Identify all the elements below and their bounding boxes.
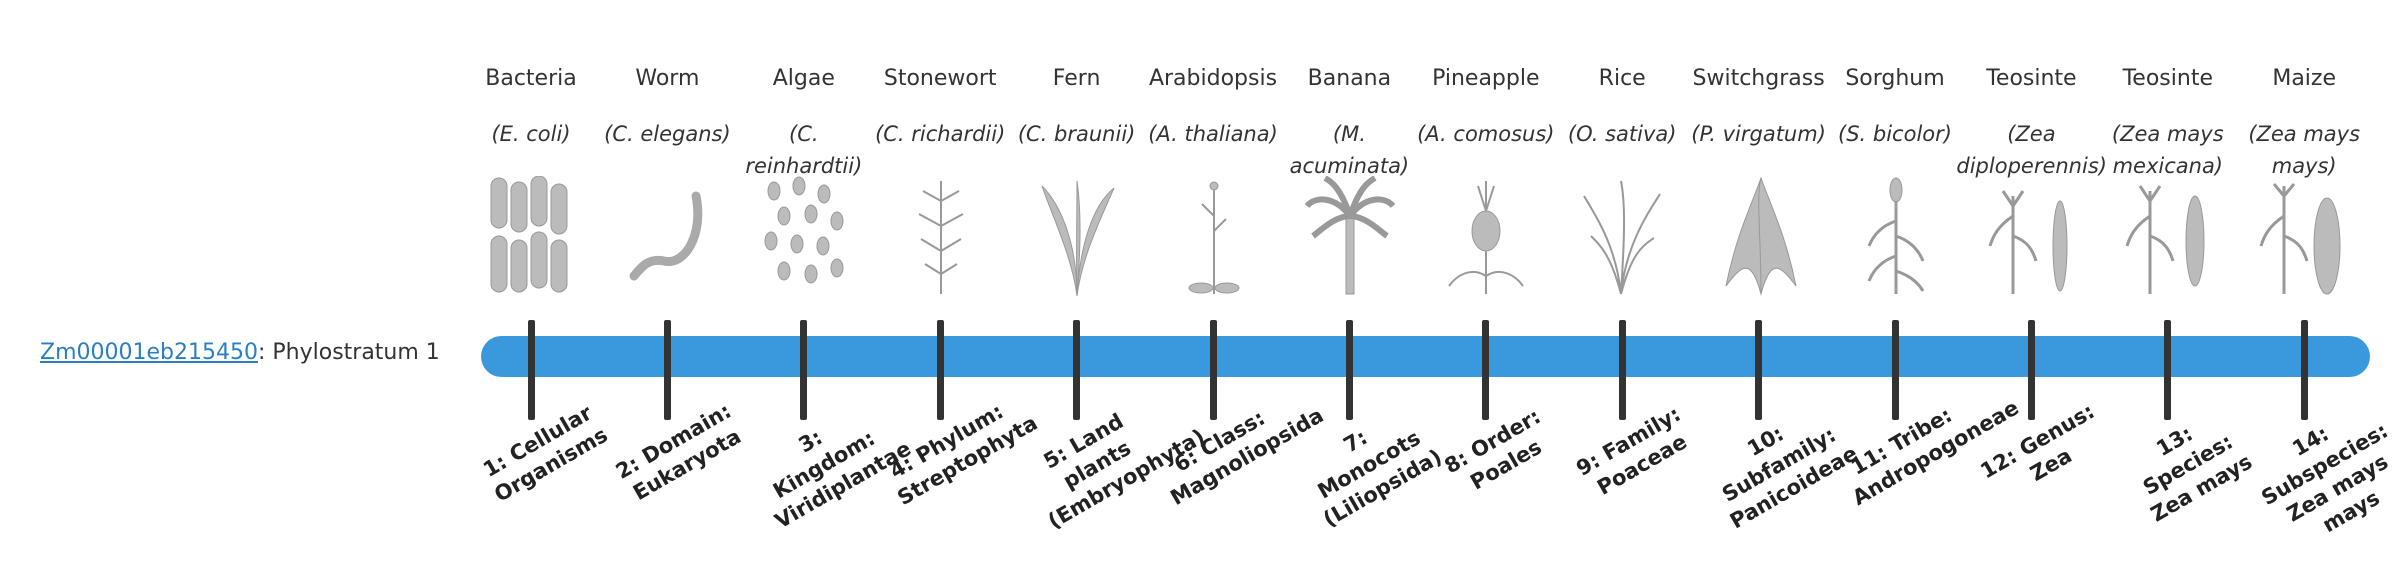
organism-name: Teosinte <box>2122 66 2213 91</box>
organism-species: (C. reinhardtii) <box>745 122 863 178</box>
organism-name: Bacteria <box>485 66 577 91</box>
timeline-bar <box>481 336 2370 377</box>
stratum-label: 1: Cellular Organisms <box>479 400 612 507</box>
stratum-tick <box>1891 320 1899 420</box>
banana-illustration <box>1305 176 1395 295</box>
maize-illustration <box>2259 183 2341 295</box>
organism-name: Sorghum <box>1845 66 1945 91</box>
arabidopsis-illustration <box>1188 181 1240 294</box>
stratum-label: 2: Domain: Eukaryota <box>612 398 746 506</box>
stratum-label: 6: Class: Magnoliopsida <box>1166 403 1328 511</box>
stratum-tick <box>800 320 808 420</box>
organism-name: Teosinte <box>1986 66 2077 91</box>
organism-name: Maize <box>2272 66 2337 91</box>
organism-name: Stonewort <box>883 66 997 91</box>
organism-name: Worm <box>635 66 700 91</box>
stratum-tick <box>2027 320 2035 420</box>
organism-name: Algae <box>772 66 835 91</box>
organism-species: (S. bicolor) <box>1838 122 1952 146</box>
stonewort-illustration <box>918 181 964 294</box>
organism-species: (Zea diploperennis) <box>1956 122 2107 178</box>
organism-name: Banana <box>1307 66 1392 91</box>
organism-name: Pineapple <box>1432 66 1540 91</box>
organism-species: (C. elegans) <box>604 122 731 146</box>
organism-name: Fern <box>1052 66 1101 91</box>
teosinte-illustration <box>1988 190 2068 294</box>
organism-species: (Zea mays mexicana) <box>2111 122 2224 178</box>
stratum-tick <box>1073 320 1081 420</box>
organism-species: (C. braunii) <box>1017 122 1136 146</box>
organism-name: Arabidopsis <box>1148 66 1278 91</box>
sorghum-illustration <box>1867 177 1925 294</box>
stratum-tick <box>663 320 671 420</box>
stratum-tick <box>936 320 944 420</box>
stratum-tick <box>527 320 535 420</box>
stratum-label: 8: Order: Poales <box>1440 404 1546 495</box>
gene-label: Zm00001eb215450: Phylostratum 1 <box>40 340 440 365</box>
stratum-label: 4: Phylum: Streptophyta <box>885 399 1042 511</box>
stratum-tick <box>1618 320 1626 420</box>
stratum-label: 14: Subspecies: Zea mays mays <box>2257 418 2393 538</box>
organism-species: (Zea mays mays) <box>2248 122 2361 178</box>
teosinte-mexicana-illustration <box>2125 185 2205 294</box>
stratum-label: 9: Family: Poaceae <box>1572 401 1692 500</box>
pineapple-illustration <box>1448 181 1524 294</box>
stratum-tick <box>1755 320 1763 420</box>
organism-species: (A. comosus) <box>1417 122 1555 146</box>
gene-suffix: : Phylostratum 1 <box>257 340 440 365</box>
rice-illustration <box>1583 180 1661 295</box>
algae-illustration <box>764 176 844 284</box>
stratum-tick <box>1209 320 1217 420</box>
organism-species: (A. thaliana) <box>1148 122 1278 146</box>
gene-link[interactable]: Zm00001eb215450 <box>40 340 258 365</box>
stratum-tick <box>1345 320 1353 420</box>
stratum-tick <box>1482 320 1490 420</box>
bacteria-illustration <box>490 176 568 293</box>
switchgrass-illustration <box>1725 176 1797 296</box>
organism-species: (E. coli) <box>491 122 571 146</box>
organism-species: (C. richardii) <box>875 122 1006 146</box>
stratum-tick <box>2164 320 2172 420</box>
organism-species: (O. sativa) <box>1567 122 1677 146</box>
stratum-label: 11: Tribe: Andropogoneae <box>1846 395 2023 511</box>
organism-species: (P. virgatum) <box>1691 122 1826 146</box>
organism-name: Switchgrass <box>1692 66 1825 91</box>
organism-name: Rice <box>1598 66 1646 91</box>
organism-species: (M. acuminata) <box>1289 122 1410 178</box>
fern-illustration <box>1041 180 1115 297</box>
stratum-tick <box>2300 320 2308 420</box>
worm-illustration <box>629 191 703 281</box>
